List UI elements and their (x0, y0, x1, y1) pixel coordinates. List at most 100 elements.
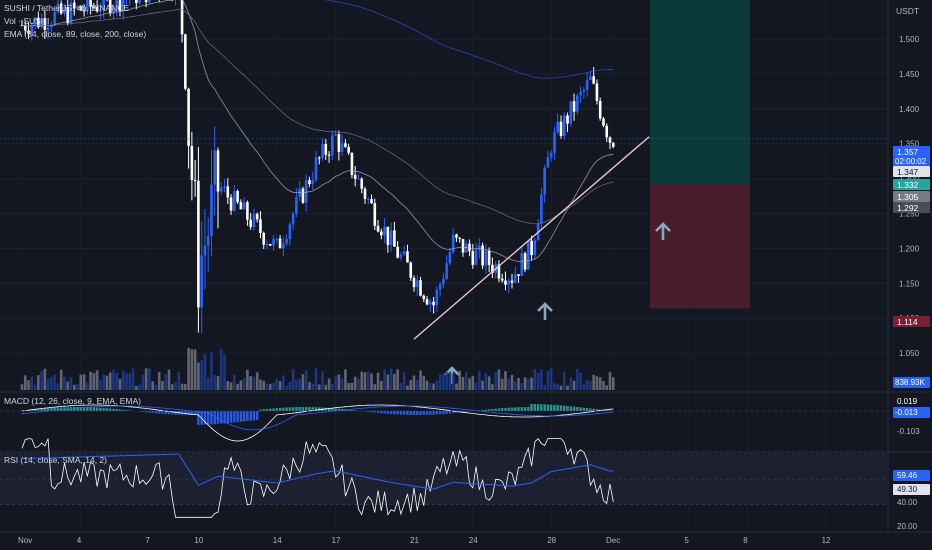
volume-bar (589, 380, 592, 390)
volume-bar (429, 383, 432, 390)
symbol-legend[interactable]: SUSHI / TetherUS, 4h, BINANCE (4, 3, 130, 13)
volume-bar (213, 374, 217, 390)
volume-bar (376, 372, 380, 390)
macd-bar (523, 407, 527, 411)
candle-body (252, 213, 256, 228)
macd-bar (592, 408, 595, 411)
volume-bar (334, 375, 337, 390)
volume-legend[interactable]: Vol · SUSHI (4, 16, 50, 26)
stop-loss-zone (650, 184, 750, 309)
macd-bar (556, 405, 559, 411)
candle-body (288, 224, 292, 240)
volume-bar (331, 383, 334, 390)
volume-bar (553, 382, 556, 390)
volume-bar (66, 381, 70, 390)
macd-bar (308, 407, 311, 411)
volume-bar (605, 385, 609, 390)
candle-body (187, 88, 190, 146)
time-tick-label: 21 (410, 536, 419, 545)
price-badge (893, 146, 930, 166)
price-tick-label: 1.500 (899, 35, 920, 44)
candle-body (572, 101, 576, 112)
macd-bar (92, 407, 96, 411)
candle-body (115, 0, 119, 8)
macd-bar (37, 409, 40, 411)
volume-bar (288, 381, 292, 390)
volume-group (20, 347, 615, 390)
volume-bar (259, 379, 262, 390)
candle-body (562, 115, 566, 136)
candle-body (435, 289, 439, 306)
macd-bar (520, 407, 523, 411)
candle-body (585, 79, 589, 90)
ema-34-line (21, 0, 614, 263)
price-tick-label: 1.150 (899, 279, 920, 288)
volume-bar (478, 370, 481, 390)
macd-bar (249, 411, 252, 421)
macd-bar (190, 411, 194, 415)
volume-bar (415, 379, 419, 390)
volume-bar (197, 362, 200, 390)
volume-bar (566, 385, 569, 390)
volume-bar (291, 368, 295, 390)
macd-bar (43, 408, 47, 411)
volume-bar (265, 383, 269, 390)
volume-bar (455, 383, 458, 390)
candle-body (43, 18, 47, 30)
candle-body (190, 145, 194, 181)
volume-bar (226, 381, 230, 390)
macd-bar (380, 411, 383, 414)
volume-bar (337, 374, 341, 390)
macd-bar (285, 407, 288, 411)
candle-body (200, 255, 203, 308)
macd-bar (605, 410, 608, 411)
price-tick-label: 1.250 (899, 210, 920, 219)
trendline (413, 136, 650, 340)
volume-bar (89, 371, 92, 390)
macd-bar (370, 411, 373, 413)
macd-bar (327, 407, 331, 411)
volume-bar (30, 376, 34, 390)
time-tick-label: 5 (684, 536, 689, 545)
macd-bar (118, 409, 122, 411)
volume-bar (324, 384, 328, 390)
candle-body (311, 179, 315, 185)
time-tick-label: Nov (18, 536, 32, 545)
candle-body (272, 238, 275, 246)
candle-body (226, 186, 230, 198)
macd-bar (553, 404, 556, 411)
ema-legend[interactable]: EMA (34, close, 89, close, 200, close) (4, 29, 147, 39)
candle-body (415, 280, 419, 288)
candle-body (366, 198, 370, 200)
candle-body (500, 278, 504, 281)
macd-bar (514, 407, 517, 411)
macd-bar (95, 407, 99, 411)
take-profit-zone (650, 0, 750, 185)
macd-signal-line (21, 405, 614, 431)
volume-bar (321, 371, 324, 390)
candle-body (611, 142, 615, 147)
macd-bar (89, 407, 92, 411)
macd-bar (448, 411, 452, 414)
volume-bar (53, 374, 56, 390)
candle-body (66, 6, 70, 24)
candle-body (314, 157, 318, 180)
volume-bar (131, 368, 135, 390)
candle-body (442, 278, 445, 285)
rsi-legend[interactable]: RSI (14, close, SMA, 14, 2) (4, 455, 107, 465)
volume-bar (50, 376, 53, 390)
macd-bar (376, 411, 380, 413)
candle-body (513, 274, 517, 283)
macd-bar (367, 411, 370, 412)
macd-legend[interactable]: MACD (12, 26, close, 9, EMA, EMA) (4, 396, 141, 406)
candle-body (386, 226, 390, 245)
macd-bar (465, 411, 468, 412)
macd-bar (220, 411, 223, 424)
volume-bar (562, 371, 566, 390)
volume-bar (530, 377, 533, 390)
volume-bar (461, 376, 465, 390)
volume-bar (533, 369, 537, 390)
candle-body (363, 188, 367, 200)
macd-bar (223, 411, 226, 424)
